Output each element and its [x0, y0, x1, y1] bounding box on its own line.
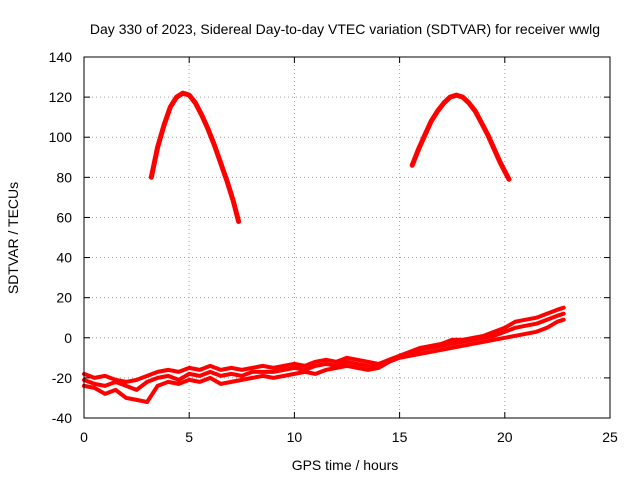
y-tick-label: 80 [56, 169, 72, 185]
y-tick-label: 40 [56, 250, 72, 266]
series-line-band-upper [82, 305, 566, 384]
tick-layer: 0 5 10 15 20 25 -40 -20 0 20 40 60 80 100 120 140 [49, 49, 618, 445]
y-tick-label: 0 [64, 330, 72, 346]
x-axis-label: GPS time / hours [292, 457, 399, 473]
y-axis-label: SDTVAR / TECUs [5, 182, 21, 294]
x-tick-label: 5 [185, 429, 193, 445]
y-tick-label: 60 [56, 209, 72, 225]
series-line-band-middle [82, 311, 566, 392]
series-line-arc-1 [148, 90, 242, 224]
series-line-arc-2 [409, 92, 512, 182]
series-layer [82, 90, 566, 404]
plot-frame [83, 56, 611, 419]
y-tick-label: 20 [56, 290, 72, 306]
x-tick-label: 25 [602, 429, 618, 445]
x-tick-label: 0 [80, 429, 88, 445]
series-line-band-lower [82, 317, 566, 404]
x-tick-label: 10 [287, 429, 303, 445]
y-tick-label: -20 [52, 370, 72, 386]
chart-title: Day 330 of 2023, Sidereal Day-to-day VTE… [90, 21, 600, 37]
y-tick-label: 140 [49, 49, 73, 65]
y-tick-label: 100 [49, 129, 73, 145]
grid-layer [84, 57, 610, 418]
x-tick-label: 15 [392, 429, 408, 445]
x-tick-label: 20 [497, 429, 513, 445]
y-tick-label: -40 [52, 410, 72, 426]
y-tick-label: 120 [49, 89, 73, 105]
